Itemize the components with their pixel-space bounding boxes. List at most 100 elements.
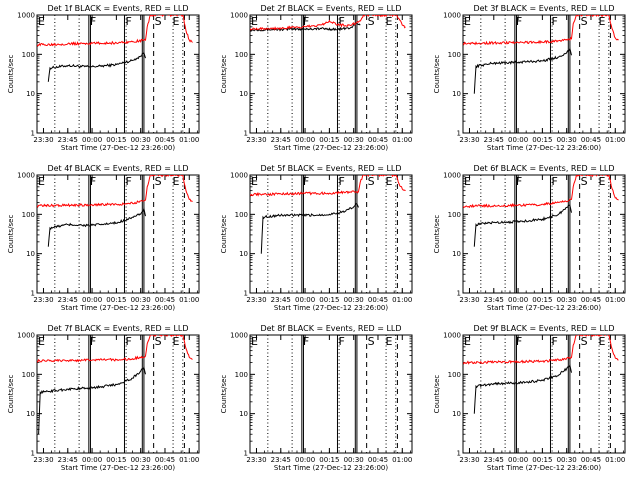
event-marker-label: F: [516, 175, 522, 188]
plot-frame: [462, 14, 626, 134]
x-tick-label: 00:30: [557, 456, 577, 464]
event-marker-label: E: [172, 175, 179, 188]
y-tick-label: 1: [457, 130, 461, 138]
x-tick-label: 00:00: [508, 456, 528, 464]
x-tick-label: 00:00: [82, 296, 102, 304]
y-axis-label: Counts/sec: [7, 375, 15, 414]
event-marker-label: F: [125, 175, 131, 188]
x-tick-label: 00:30: [557, 136, 577, 144]
plot-frame: [462, 334, 626, 454]
x-tick-label: 01:00: [179, 296, 199, 304]
x-tick-label: 00:45: [155, 456, 175, 464]
y-axis-label: Counts/sec: [220, 215, 228, 254]
y-tick-label: 10: [239, 250, 248, 258]
event-marker-label: E: [464, 335, 471, 348]
x-axis-label: Start Time (27-Dec-12 23:26:00): [487, 464, 601, 472]
event-marker-label: F: [338, 175, 344, 188]
plot-frame: [462, 174, 626, 294]
y-tick-label: 10: [452, 410, 461, 418]
y-axis-label: Counts/sec: [433, 215, 441, 254]
x-tick-label: 01:00: [605, 456, 625, 464]
panel-title: Det 8f BLACK = Events, RED = LLD: [260, 324, 401, 333]
y-tick-label: 10: [452, 250, 461, 258]
y-tick-label: 1: [31, 130, 35, 138]
lld-series-line: [37, 335, 193, 364]
x-tick-label: 23:30: [33, 456, 53, 464]
x-tick-label: 00:00: [82, 136, 102, 144]
y-tick-label: 10: [452, 90, 461, 98]
x-axis-label: Start Time (27-Dec-12 23:26:00): [274, 144, 388, 152]
y-tick-label: 1: [457, 450, 461, 458]
y-axis-label: Counts/sec: [433, 55, 441, 94]
y-axis-label: Counts/sec: [220, 375, 228, 414]
event-marker-label: S: [368, 15, 375, 28]
x-tick-label: 00:30: [344, 296, 364, 304]
event-marker-label: F: [551, 15, 557, 28]
x-tick-label: 00:15: [532, 456, 552, 464]
x-tick-label: 23:30: [33, 136, 53, 144]
y-tick-label: 1000: [443, 12, 461, 20]
y-tick-label: 1000: [443, 172, 461, 180]
lld-series-line: [463, 175, 619, 209]
event-marker-label: E: [251, 335, 258, 348]
y-tick-label: 10: [26, 90, 35, 98]
x-tick-label: 00:45: [155, 136, 175, 144]
y-tick-label: 1000: [230, 172, 248, 180]
x-tick-label: 01:00: [392, 296, 412, 304]
y-tick-label: 1000: [230, 12, 248, 20]
y-tick-label: 1: [244, 290, 248, 298]
event-marker-label: F: [125, 335, 131, 348]
x-tick-label: 23:30: [459, 456, 479, 464]
x-tick-label: 00:30: [131, 296, 151, 304]
x-tick-label: 23:30: [246, 136, 266, 144]
y-tick-label: 1: [244, 130, 248, 138]
detector-panel-9: Det 9f BLACK = Events, RED = LLD 1 10 100 10…: [433, 324, 626, 472]
y-tick-label: 100: [22, 371, 35, 379]
event-marker-label: E: [385, 335, 392, 348]
x-tick-label: 23:45: [271, 296, 291, 304]
x-tick-label: 01:00: [392, 136, 412, 144]
x-tick-label: 00:45: [581, 296, 601, 304]
x-axis-label: Start Time (27-Dec-12 23:26:00): [487, 144, 601, 152]
x-tick-label: 00:00: [295, 136, 315, 144]
x-tick-label: 00:15: [319, 296, 339, 304]
x-tick-label: 00:45: [581, 136, 601, 144]
lld-series-line: [463, 15, 619, 46]
y-tick-label: 1000: [17, 12, 35, 20]
x-tick-label: 00:45: [155, 296, 175, 304]
lld-series-line: [250, 175, 406, 197]
x-tick-label: 00:45: [368, 136, 388, 144]
plot-frame: [249, 14, 413, 134]
y-tick-label: 1000: [230, 332, 248, 340]
x-tick-label: 01:00: [179, 456, 199, 464]
events-series-line: [260, 203, 359, 254]
y-tick-label: 1: [244, 450, 248, 458]
events-series-line: [47, 51, 146, 82]
plot-frame: [249, 174, 413, 294]
x-tick-label: 00:45: [581, 456, 601, 464]
lld-series-line: [250, 15, 406, 31]
y-tick-label: 1: [31, 290, 35, 298]
events-series-line: [38, 365, 146, 435]
x-axis-label: Start Time (27-Dec-12 23:26:00): [61, 464, 175, 472]
y-tick-label: 1000: [17, 172, 35, 180]
event-marker-label: E: [385, 175, 392, 188]
event-marker-label: F: [551, 175, 557, 188]
event-marker-label: F: [338, 335, 344, 348]
detector-panel-8: Det 8f BLACK = Events, RED = LLD 1 10 100 10…: [220, 324, 413, 472]
panel-title: Det 9f BLACK = Events, RED = LLD: [473, 324, 614, 333]
panel-title: Det 3f BLACK = Events, RED = LLD: [473, 4, 614, 13]
x-tick-label: 00:30: [344, 456, 364, 464]
event-marker-label: F: [516, 15, 522, 28]
event-marker-label: S: [581, 15, 588, 28]
x-tick-label: 01:00: [605, 296, 625, 304]
x-tick-label: 00:00: [295, 456, 315, 464]
x-tick-label: 23:30: [459, 296, 479, 304]
event-marker-label: S: [368, 335, 375, 348]
y-axis-label: Counts/sec: [433, 375, 441, 414]
y-axis-label: Counts/sec: [220, 55, 228, 94]
event-marker-label: E: [38, 335, 45, 348]
event-marker-label: S: [581, 335, 588, 348]
y-tick-label: 10: [239, 410, 248, 418]
x-tick-label: 01:00: [392, 456, 412, 464]
